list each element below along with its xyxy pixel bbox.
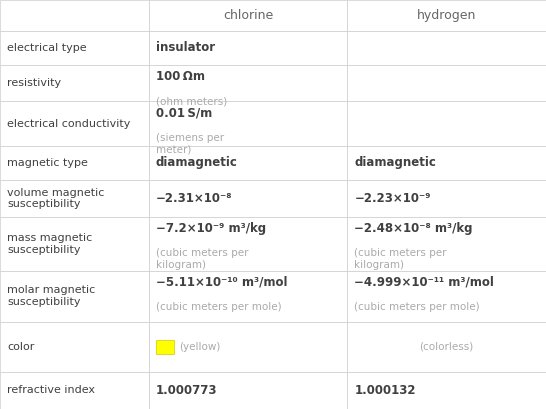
Text: electrical type: electrical type — [7, 43, 87, 53]
Text: hydrogen: hydrogen — [417, 9, 476, 22]
Bar — [0, 180, 149, 217]
Text: refractive index: refractive index — [7, 385, 95, 396]
Bar — [347, 0, 546, 31]
Bar — [149, 0, 347, 31]
Bar — [347, 322, 546, 372]
Bar — [347, 271, 546, 322]
Text: 1.000132: 1.000132 — [354, 384, 416, 397]
Text: diamagnetic: diamagnetic — [156, 156, 238, 169]
Bar — [149, 372, 347, 409]
Text: mass magnetic
susceptibility: mass magnetic susceptibility — [7, 233, 92, 255]
Bar — [0, 322, 149, 372]
Bar — [149, 322, 347, 372]
Text: −7.2×10⁻⁹ m³/kg: −7.2×10⁻⁹ m³/kg — [156, 222, 266, 235]
Text: −2.48×10⁻⁸ m³/kg: −2.48×10⁻⁸ m³/kg — [354, 222, 473, 235]
Bar — [149, 31, 347, 65]
Bar — [347, 217, 546, 271]
Text: (yellow): (yellow) — [179, 342, 220, 352]
Text: magnetic type: magnetic type — [7, 158, 88, 168]
Text: (ohm meters): (ohm meters) — [156, 96, 227, 106]
Text: (siemens per
meter): (siemens per meter) — [156, 133, 224, 154]
Bar — [149, 180, 347, 217]
Bar — [149, 217, 347, 271]
Bar — [0, 0, 149, 31]
Text: chlorine: chlorine — [223, 9, 273, 22]
Text: (cubic meters per mole): (cubic meters per mole) — [156, 302, 281, 312]
Text: volume magnetic
susceptibility: volume magnetic susceptibility — [7, 188, 104, 209]
Bar — [347, 31, 546, 65]
Text: insulator: insulator — [156, 41, 215, 54]
Bar — [347, 372, 546, 409]
Bar — [347, 65, 546, 101]
Text: (colorless): (colorless) — [419, 342, 474, 352]
Text: −4.999×10⁻¹¹ m³/mol: −4.999×10⁻¹¹ m³/mol — [354, 276, 494, 289]
Bar — [0, 65, 149, 101]
Text: (cubic meters per
kilogram): (cubic meters per kilogram) — [156, 248, 248, 270]
Text: electrical conductivity: electrical conductivity — [7, 119, 130, 128]
Text: 1.000773: 1.000773 — [156, 384, 217, 397]
Bar — [156, 340, 174, 354]
Text: −2.31×10⁻⁸: −2.31×10⁻⁸ — [156, 192, 232, 205]
Text: 0.01 S/m: 0.01 S/m — [156, 106, 212, 119]
Text: diamagnetic: diamagnetic — [354, 156, 436, 169]
Text: 100 Ωm: 100 Ωm — [156, 70, 205, 83]
Bar — [347, 180, 546, 217]
Text: molar magnetic
susceptibility: molar magnetic susceptibility — [7, 285, 96, 307]
Bar — [149, 65, 347, 101]
Bar — [0, 146, 149, 180]
Bar — [0, 101, 149, 146]
Text: color: color — [7, 342, 34, 352]
Bar — [149, 101, 347, 146]
Bar — [149, 146, 347, 180]
Bar — [149, 271, 347, 322]
Bar — [0, 31, 149, 65]
Bar — [0, 372, 149, 409]
Text: resistivity: resistivity — [7, 78, 61, 88]
Text: (cubic meters per
kilogram): (cubic meters per kilogram) — [354, 248, 447, 270]
Bar — [0, 271, 149, 322]
Text: (cubic meters per mole): (cubic meters per mole) — [354, 302, 480, 312]
Text: −5.11×10⁻¹⁰ m³/mol: −5.11×10⁻¹⁰ m³/mol — [156, 276, 287, 289]
Bar — [0, 217, 149, 271]
Bar — [347, 101, 546, 146]
Bar — [347, 146, 546, 180]
Text: −2.23×10⁻⁹: −2.23×10⁻⁹ — [354, 192, 431, 205]
